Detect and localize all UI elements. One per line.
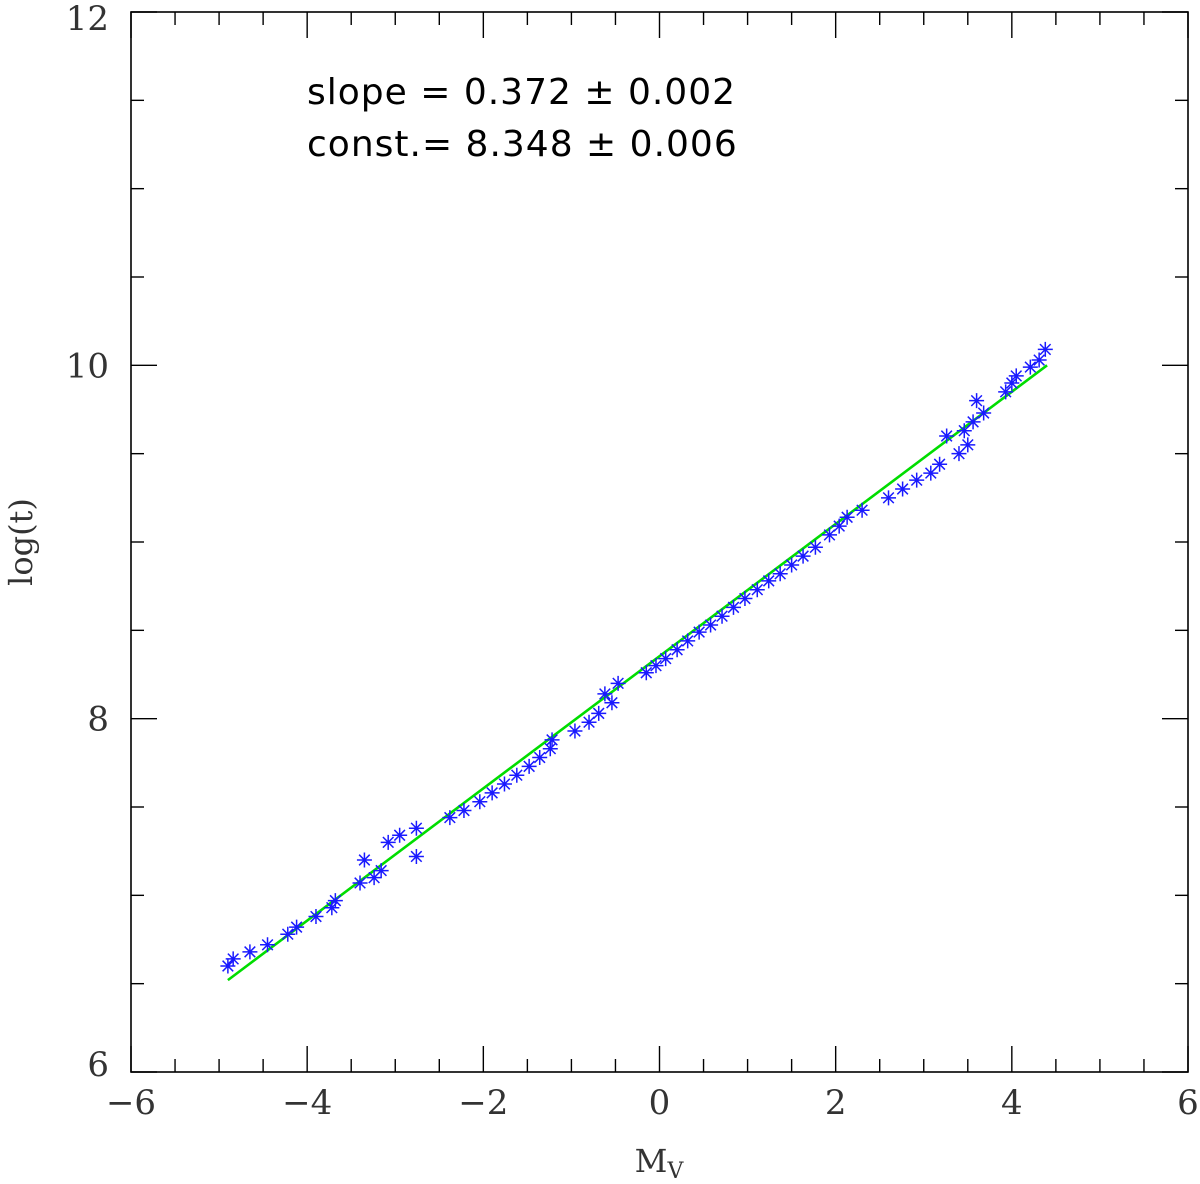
data-point xyxy=(648,658,664,674)
x-tick-label: −4 xyxy=(282,1083,332,1123)
x-tick-label: 4 xyxy=(1001,1083,1023,1123)
data-point xyxy=(260,937,276,953)
x-tick-label: 6 xyxy=(1177,1083,1199,1123)
data-point xyxy=(725,599,741,615)
data-point xyxy=(408,848,424,864)
annotation-slope: slope = 0.372 ± 0.002 xyxy=(307,72,736,113)
data-point xyxy=(1022,359,1038,375)
x-tick-label: −2 xyxy=(458,1083,508,1123)
data-point xyxy=(327,893,343,909)
axis-tick-labels: −6 −4 −2 0 2 4 6 6 8 10 12 xyxy=(66,0,1199,1123)
data-point xyxy=(1004,375,1020,391)
data-point xyxy=(807,539,823,555)
axis-ticks xyxy=(130,11,1189,1073)
data-point xyxy=(839,509,855,525)
data-point xyxy=(998,384,1014,400)
data-point xyxy=(1031,352,1047,368)
data-point xyxy=(521,758,537,774)
data-point xyxy=(380,834,396,850)
data-point xyxy=(544,732,560,748)
data-point xyxy=(567,723,583,739)
data-point xyxy=(472,794,488,810)
data-point xyxy=(604,695,620,711)
y-tick-label: 8 xyxy=(87,700,109,740)
data-point xyxy=(442,810,458,826)
data-point xyxy=(772,566,788,582)
data-point xyxy=(352,875,368,891)
data-point xyxy=(456,803,472,819)
data-point xyxy=(289,919,305,935)
data-point xyxy=(373,863,389,879)
data-point xyxy=(691,624,707,640)
x-axis-title-main: M xyxy=(635,1142,668,1180)
data-point xyxy=(638,665,654,681)
data-point xyxy=(1008,368,1024,384)
y-tick-label: 12 xyxy=(66,0,109,39)
data-point xyxy=(532,750,548,766)
data-point xyxy=(749,582,765,598)
data-point xyxy=(909,472,925,488)
x-axis-title: MV xyxy=(635,1142,685,1184)
fit-line xyxy=(227,364,1048,982)
data-point xyxy=(795,548,811,564)
data-point xyxy=(960,437,976,453)
data-point xyxy=(509,767,525,783)
data-point xyxy=(939,428,955,444)
data-point xyxy=(761,573,777,589)
x-axis-title-sub: V xyxy=(666,1159,684,1184)
data-point xyxy=(597,686,613,702)
data-point xyxy=(669,642,685,658)
plot-frame xyxy=(130,11,1189,1073)
data-point xyxy=(225,951,241,967)
data-point xyxy=(324,900,340,916)
data-point xyxy=(220,958,236,974)
data-point xyxy=(895,481,911,497)
data-point xyxy=(956,423,972,439)
data-point xyxy=(1037,341,1053,357)
fit-lines xyxy=(227,364,1048,982)
data-point xyxy=(714,608,730,624)
data-point xyxy=(280,926,296,942)
x-tick-label: 0 xyxy=(649,1083,671,1123)
data-point xyxy=(242,944,258,960)
data-point xyxy=(392,827,408,843)
data-point xyxy=(923,465,939,481)
y-tick-label: 6 xyxy=(87,1045,109,1085)
data-point xyxy=(951,446,967,462)
data-point xyxy=(784,557,800,573)
data-point xyxy=(581,714,597,730)
data-point xyxy=(658,651,674,667)
data-point xyxy=(496,776,512,792)
annotation-const: const.= 8.348 ± 0.006 xyxy=(307,124,738,165)
x-tick-label: 2 xyxy=(825,1083,847,1123)
data-point xyxy=(881,490,897,506)
data-point xyxy=(932,456,948,472)
data-point xyxy=(976,405,992,421)
data-point xyxy=(737,591,753,607)
data-point xyxy=(610,675,626,691)
data-points xyxy=(220,341,1053,974)
data-point xyxy=(308,909,324,925)
data-point xyxy=(969,393,985,409)
y-tick-label: 10 xyxy=(66,346,109,386)
data-point xyxy=(356,852,372,868)
data-point xyxy=(854,502,870,518)
y-axis-title: log(t) xyxy=(2,498,40,586)
data-point xyxy=(408,820,424,836)
data-point xyxy=(822,527,837,543)
data-point xyxy=(484,785,500,801)
data-point xyxy=(703,617,719,633)
data-point xyxy=(366,870,382,886)
data-point xyxy=(680,633,696,649)
data-point xyxy=(831,518,847,534)
x-tick-label: −6 xyxy=(106,1083,156,1123)
data-point xyxy=(542,741,558,757)
data-point xyxy=(591,705,607,721)
data-point xyxy=(965,414,981,430)
